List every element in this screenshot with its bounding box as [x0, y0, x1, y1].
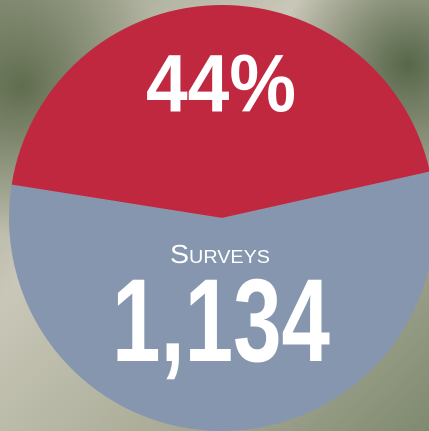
- total: 1,134: [112, 255, 330, 387]
- caption: Surveys: [170, 239, 270, 269]
- pie-wedge: [11, 5, 429, 218]
- pie: [9, 5, 429, 431]
- pie-wedge: [9, 171, 429, 431]
- value-label: 44%: [146, 39, 296, 130]
